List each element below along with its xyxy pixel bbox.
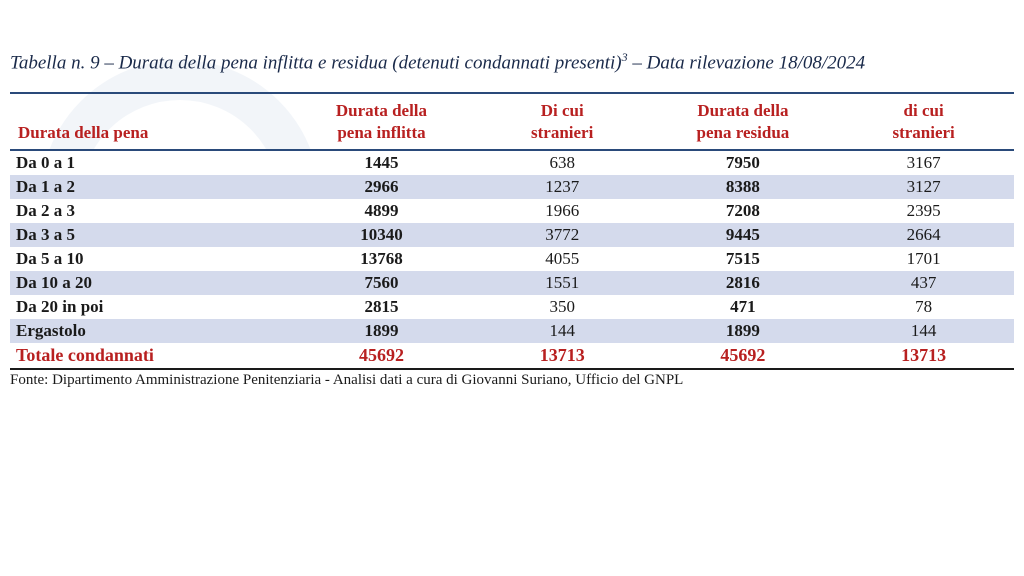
cell-inflitta: 1445 [291, 150, 472, 175]
col-header-1a: Durata della [336, 101, 427, 120]
cell-inflitta: 10340 [291, 223, 472, 247]
table-row: Da 20 in poi281535047178 [10, 295, 1014, 319]
cell-stranieri-2: 3127 [833, 175, 1014, 199]
total-inflitta: 45692 [291, 343, 472, 369]
cell-stranieri-1: 638 [472, 150, 653, 175]
table-body: Da 0 a 1144563879503167Da 1 a 2296612378… [10, 150, 1014, 369]
table-title: Tabella n. 9 – Durata della pena inflitt… [10, 50, 1014, 74]
col-header-label: Durata della pena [10, 93, 291, 150]
row-label: Da 2 a 3 [10, 199, 291, 223]
cell-inflitta: 4899 [291, 199, 472, 223]
table-row: Da 5 a 1013768405575151701 [10, 247, 1014, 271]
cell-stranieri-1: 3772 [472, 223, 653, 247]
cell-stranieri-2: 1701 [833, 247, 1014, 271]
col-header-inflitta: Durata della pena inflitta [291, 93, 472, 150]
cell-stranieri-1: 1966 [472, 199, 653, 223]
cell-residua: 7515 [653, 247, 834, 271]
total-residua: 45692 [653, 343, 834, 369]
cell-residua: 7950 [653, 150, 834, 175]
col-header-4b: stranieri [892, 123, 954, 142]
table-row: Da 0 a 1144563879503167 [10, 150, 1014, 175]
row-label: Da 3 a 5 [10, 223, 291, 247]
cell-stranieri-1: 1551 [472, 271, 653, 295]
row-label: Da 1 a 2 [10, 175, 291, 199]
row-label: Da 0 a 1 [10, 150, 291, 175]
row-label: Da 10 a 20 [10, 271, 291, 295]
total-stranieri-1: 13713 [472, 343, 653, 369]
title-pre: Tabella n. 9 – Durata della pena inflitt… [10, 52, 622, 73]
col-header-4a: di cui [904, 101, 944, 120]
row-label: Ergastolo [10, 319, 291, 343]
cell-residua: 471 [653, 295, 834, 319]
cell-inflitta: 1899 [291, 319, 472, 343]
cell-stranieri-2: 144 [833, 319, 1014, 343]
cell-stranieri-1: 4055 [472, 247, 653, 271]
cell-inflitta: 7560 [291, 271, 472, 295]
cell-stranieri-2: 2395 [833, 199, 1014, 223]
row-label: Da 5 a 10 [10, 247, 291, 271]
table-row: Ergastolo18991441899144 [10, 319, 1014, 343]
cell-residua: 1899 [653, 319, 834, 343]
total-stranieri-2: 13713 [833, 343, 1014, 369]
cell-stranieri-1: 144 [472, 319, 653, 343]
cell-inflitta: 2966 [291, 175, 472, 199]
col-header-1b: pena inflitta [337, 123, 425, 142]
cell-stranieri-1: 1237 [472, 175, 653, 199]
content-wrapper: Tabella n. 9 – Durata della pena inflitt… [10, 50, 1014, 389]
table-row: Da 10 a 20756015512816437 [10, 271, 1014, 295]
cell-stranieri-1: 350 [472, 295, 653, 319]
table-row: Da 1 a 22966123783883127 [10, 175, 1014, 199]
cell-inflitta: 13768 [291, 247, 472, 271]
cell-residua: 8388 [653, 175, 834, 199]
cell-stranieri-2: 2664 [833, 223, 1014, 247]
col-header-residua: Durata della pena residua [653, 93, 834, 150]
col-header-stranieri-1: Di cui stranieri [472, 93, 653, 150]
col-header-3a: Durata della [697, 101, 788, 120]
cell-residua: 2816 [653, 271, 834, 295]
total-label: Totale condannati [10, 343, 291, 369]
data-table: Durata della pena Durata della pena infl… [10, 92, 1014, 370]
cell-stranieri-2: 78 [833, 295, 1014, 319]
source-note: Fonte: Dipartimento Amministrazione Peni… [10, 372, 1014, 389]
col-header-label-text: Durata della pena [18, 123, 148, 142]
table-row: Da 3 a 510340377294452664 [10, 223, 1014, 247]
col-header-stranieri-2: di cui stranieri [833, 93, 1014, 150]
cell-stranieri-2: 3167 [833, 150, 1014, 175]
col-header-2b: stranieri [531, 123, 593, 142]
cell-residua: 9445 [653, 223, 834, 247]
col-header-3b: pena residua [697, 123, 790, 142]
title-post: – Data rilevazione 18/08/2024 [628, 52, 865, 73]
cell-stranieri-2: 437 [833, 271, 1014, 295]
cell-inflitta: 2815 [291, 295, 472, 319]
header-row: Durata della pena Durata della pena infl… [10, 93, 1014, 150]
row-label: Da 20 in poi [10, 295, 291, 319]
table-row: Da 2 a 34899196672082395 [10, 199, 1014, 223]
col-header-2a: Di cui [541, 101, 584, 120]
cell-residua: 7208 [653, 199, 834, 223]
total-row: Totale condannati45692137134569213713 [10, 343, 1014, 369]
